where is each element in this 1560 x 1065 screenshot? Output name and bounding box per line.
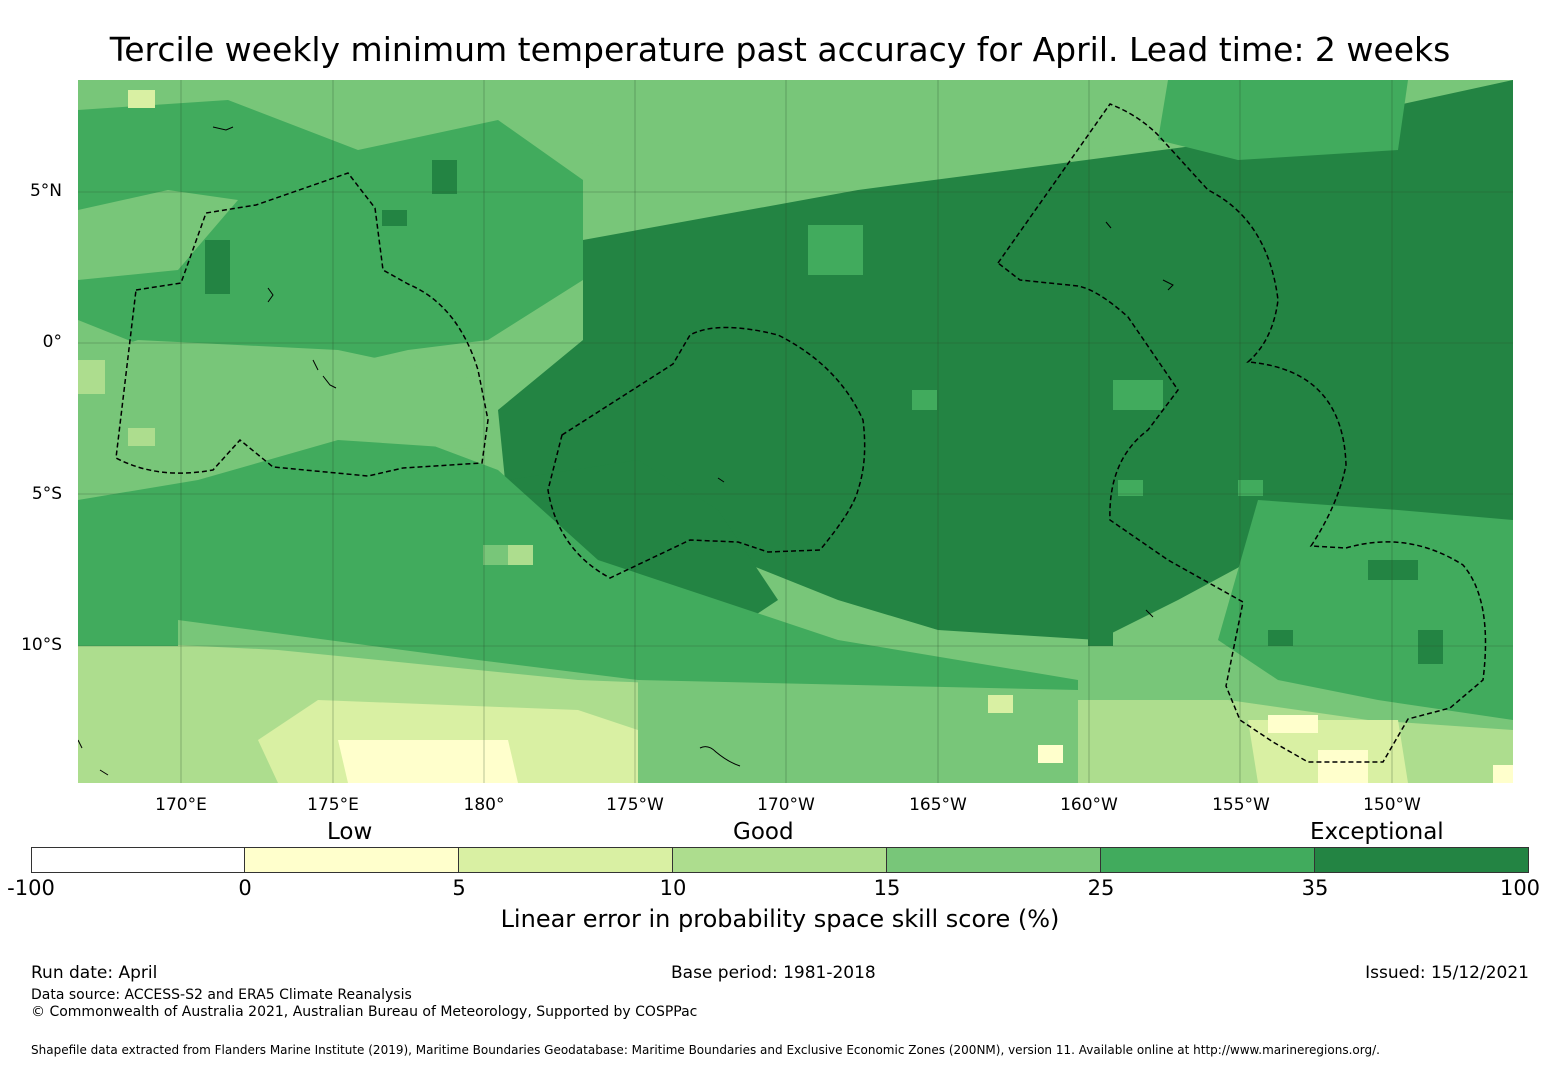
lat-label-0: 0° <box>42 332 62 352</box>
island <box>1145 609 1154 618</box>
region-medium-south <box>638 680 1078 783</box>
lat-label-5s: 5°S <box>31 484 62 504</box>
island <box>1105 221 1112 229</box>
cell <box>808 225 863 275</box>
colorbar-tick: -100 <box>7 876 55 900</box>
data-source: Data source: ACCESS-S2 and ERA5 Climate … <box>31 987 412 1003</box>
colorbar-segment <box>1101 847 1315 873</box>
colorbar-title: Linear error in probability space skill … <box>500 905 1060 933</box>
cell <box>912 390 937 410</box>
cell <box>382 210 407 226</box>
island <box>1162 279 1174 291</box>
colorbar-tick: 10 <box>659 876 687 900</box>
legend-band-exceptional: Exceptional <box>1310 819 1444 845</box>
copyright: © Commonwealth of Australia 2021, Austra… <box>31 1004 698 1020</box>
colorbar-segment <box>245 847 459 873</box>
base-period: Base period: 1981-2018 <box>671 963 876 983</box>
lon-label-180: 180° <box>463 795 505 815</box>
lon-label-165w: 165°W <box>909 795 967 815</box>
skill-score-map <box>78 80 1513 783</box>
cell <box>432 160 457 194</box>
region-good-northeast <box>1158 80 1408 160</box>
run-date: Run date: April <box>31 963 158 983</box>
island <box>267 287 274 303</box>
region-exceptional-east <box>498 80 1513 640</box>
island <box>717 477 725 483</box>
eez-tuvalu-kiribati-west <box>115 172 489 477</box>
colorbar-segment <box>459 847 673 873</box>
colorbar-segment <box>1315 847 1529 873</box>
colorbar-tick: 15 <box>873 876 901 900</box>
cell <box>128 90 155 108</box>
region-exceptional-south <box>508 460 778 640</box>
region-light-west <box>78 190 238 280</box>
region-good-southeast <box>1218 500 1513 720</box>
cell <box>1268 715 1318 733</box>
colorbar-tick: 35 <box>1301 876 1329 900</box>
region-light-central-west <box>78 340 488 500</box>
region-good-west-south <box>78 410 1078 720</box>
colorbar-tick: 5 <box>452 876 466 900</box>
cell <box>205 240 230 294</box>
legend-band-low: Low <box>327 819 373 845</box>
eez-tokelau <box>547 326 866 579</box>
island-group <box>212 126 234 131</box>
cell <box>988 695 1013 713</box>
lon-label-170w: 170°W <box>757 795 815 815</box>
cell <box>1118 480 1143 496</box>
land-outlines <box>78 126 1174 776</box>
island <box>99 769 109 776</box>
region-light-north <box>583 80 1158 170</box>
lon-label-170e: 170°E <box>155 795 207 815</box>
cell <box>1113 380 1163 410</box>
island <box>699 746 741 767</box>
cell <box>1238 480 1263 496</box>
cell <box>1368 560 1418 580</box>
lon-label-160w: 160°W <box>1060 795 1118 815</box>
lon-label-175e: 175°E <box>307 795 359 815</box>
cell <box>128 428 155 446</box>
gridlines <box>78 80 1513 783</box>
cell <box>258 545 283 561</box>
cell <box>1038 745 1063 763</box>
island <box>312 359 319 371</box>
legend-band-good: Good <box>733 819 794 845</box>
colorbar-tick: 25 <box>1087 876 1115 900</box>
issued-date: Issued: 15/12/2021 <box>1365 963 1529 983</box>
cell <box>78 360 105 394</box>
eez-boundaries <box>115 103 1487 763</box>
colorbar <box>31 847 1529 873</box>
cell <box>78 610 178 646</box>
shapefile-note: Shapefile data extracted from Flanders M… <box>31 1043 1380 1057</box>
colorbar-tick: 0 <box>238 876 252 900</box>
lat-label-5n: 5°N <box>29 181 62 201</box>
colorbar-segment <box>31 847 245 873</box>
cell <box>308 545 333 561</box>
cell <box>1088 630 1113 646</box>
region-lowest-south <box>338 740 518 783</box>
island <box>78 739 83 749</box>
cell <box>1268 630 1293 646</box>
lon-label-175w: 175°W <box>606 795 664 815</box>
lat-label-10s: 10°S <box>21 635 62 655</box>
lon-label-155w: 155°W <box>1212 795 1270 815</box>
colorbar-segment <box>887 847 1101 873</box>
cell <box>1493 765 1513 783</box>
island <box>322 375 337 389</box>
cell <box>483 545 508 565</box>
colorbar-tick: 100 <box>1499 876 1541 900</box>
lon-label-150w: 150°W <box>1363 795 1421 815</box>
cell <box>508 545 533 565</box>
colorbar-segment <box>673 847 887 873</box>
map-title: Tercile weekly minimum temperature past … <box>109 30 1451 69</box>
skill-regions <box>78 80 1513 783</box>
cell <box>1418 630 1443 664</box>
cell <box>1318 750 1368 783</box>
